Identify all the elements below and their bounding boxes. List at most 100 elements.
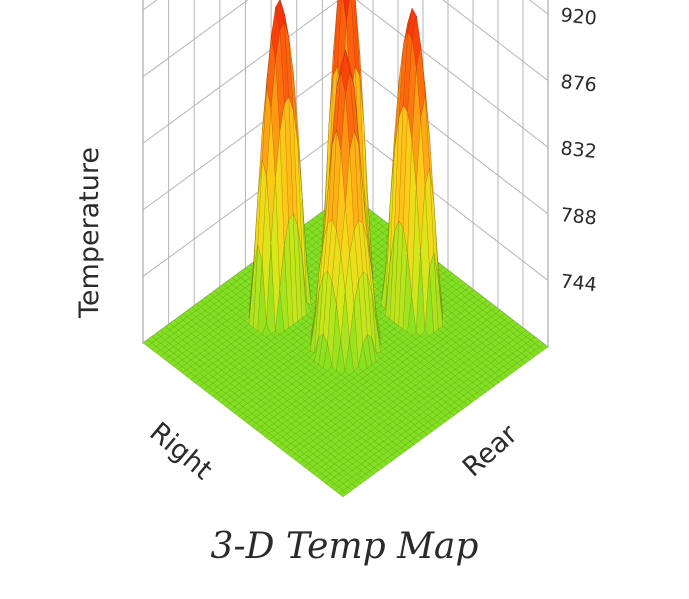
surface-cell <box>303 456 314 464</box>
surface-cell <box>384 358 395 366</box>
surface-cell <box>204 340 214 348</box>
surface-cell <box>164 356 174 364</box>
surface-cell <box>388 401 398 409</box>
surface-cell <box>356 450 367 458</box>
surface-cell <box>366 333 377 366</box>
temperature-surface <box>142 0 549 498</box>
surface-cell <box>525 346 536 354</box>
surface-cell <box>334 460 344 468</box>
surface-cell <box>292 340 302 349</box>
surface-cell <box>200 297 211 305</box>
surface-cell <box>173 323 184 331</box>
surface-cell <box>287 370 298 378</box>
surface-cell <box>264 419 275 428</box>
surface-cell <box>427 411 438 419</box>
surface-cell <box>199 363 210 371</box>
surface-cell <box>383 411 394 419</box>
surface-cell <box>402 345 412 353</box>
surface-cell <box>243 376 253 385</box>
surface-cell <box>463 365 474 373</box>
surface-cell <box>450 382 460 390</box>
surface-cell <box>348 424 358 432</box>
surface-cell <box>195 333 206 341</box>
surface-cell <box>234 370 245 378</box>
surface-cell <box>155 349 166 357</box>
surface-cell <box>235 337 245 345</box>
surface-cell <box>388 361 399 369</box>
surface-cell <box>471 392 482 400</box>
surface-cell <box>155 329 166 337</box>
surface-cell <box>495 316 505 324</box>
surface-cell <box>252 357 263 365</box>
surface-cell <box>409 418 420 426</box>
surface-cell <box>485 369 496 377</box>
surface-cell <box>393 325 404 333</box>
surface-cell <box>234 383 244 391</box>
surface-cell <box>414 408 425 416</box>
surface-cell <box>351 460 362 468</box>
surface-cell <box>309 374 319 382</box>
surface-cell <box>385 318 395 326</box>
surface-cell <box>321 417 332 425</box>
surface-cell <box>240 267 251 275</box>
surface-cell <box>221 333 232 341</box>
surface-cell <box>427 405 438 413</box>
surface-cell <box>498 372 509 380</box>
surface-cell <box>330 410 341 418</box>
surface-cell <box>229 399 240 408</box>
surface-cell <box>186 372 196 381</box>
surface-cell <box>389 328 399 336</box>
surface-cell <box>322 397 332 405</box>
surface-cell <box>212 379 223 388</box>
surface-cell <box>339 417 350 425</box>
surface-cell <box>230 373 240 381</box>
surface-cell <box>230 333 241 341</box>
surface-cell <box>402 358 412 366</box>
surface-cell <box>199 376 209 384</box>
surface-cell <box>428 332 439 340</box>
surface-cell <box>255 413 266 421</box>
surface-cell <box>383 384 394 393</box>
surface-cell <box>260 416 270 424</box>
surface-cell <box>239 353 249 361</box>
surface-cell <box>147 336 157 344</box>
surface-cell <box>494 369 504 377</box>
surface-cell <box>357 397 368 405</box>
surface-cell <box>286 436 296 444</box>
surface-cell <box>209 303 219 311</box>
surface-cell <box>300 347 311 355</box>
surface-cell <box>320 470 331 478</box>
surface-cell <box>508 326 518 334</box>
surface-cell <box>287 377 297 385</box>
surface-cell <box>334 453 345 461</box>
surface-cell <box>433 203 444 320</box>
surface-cell <box>414 388 425 396</box>
surface-cell <box>251 423 261 431</box>
surface-cell <box>199 369 209 377</box>
surface-cell <box>208 356 218 364</box>
surface-cell <box>195 313 206 321</box>
surface-cell <box>357 377 368 386</box>
surface-cell <box>356 437 367 445</box>
surface-cell <box>499 319 510 328</box>
surface-cell <box>362 374 372 382</box>
surface-cell <box>312 436 323 445</box>
surface-cell <box>402 338 413 346</box>
surface-cell <box>411 345 421 353</box>
surface-cell <box>345 151 355 255</box>
surface-cell <box>256 347 267 355</box>
surface-cell <box>227 277 237 285</box>
surface-cell <box>396 434 407 442</box>
surface-cell <box>458 402 469 410</box>
surface-cell <box>255 406 266 414</box>
surface-cell <box>177 346 188 354</box>
surface-cell <box>392 398 403 406</box>
surface-cell <box>199 356 210 364</box>
surface-cell <box>330 397 341 405</box>
surface-cell <box>422 428 433 436</box>
surface-cell <box>282 406 293 415</box>
surface-cell <box>243 350 254 358</box>
surface-cell <box>468 342 478 350</box>
surface-cell <box>239 313 250 322</box>
surface-cell <box>361 394 372 402</box>
